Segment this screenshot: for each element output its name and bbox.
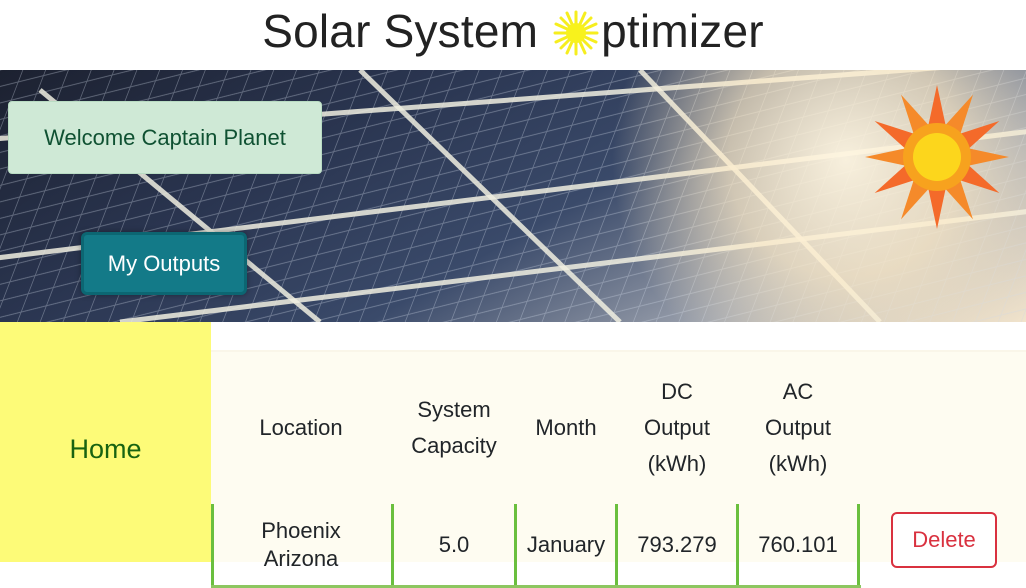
header-label: Output <box>764 415 832 440</box>
table-divider <box>736 504 739 588</box>
cell-ac-output: 760.101 <box>758 532 838 557</box>
header-label: Output <box>643 415 711 440</box>
cell-text: Phoenix <box>261 518 341 543</box>
column-header-location: Location <box>211 352 391 504</box>
cell-system-capacity: 5.0 <box>438 532 470 557</box>
sun-icon <box>553 10 599 56</box>
header-label: Month <box>535 415 597 440</box>
table-divider <box>514 504 517 588</box>
title-text-start: Solar System <box>262 5 552 57</box>
title-bar: Solar System ptimizer <box>0 0 1026 70</box>
column-header-dc-output: DC Output (kWh) <box>618 352 736 504</box>
header-label: Capacity <box>411 433 497 458</box>
main-content: Location System Capacity Month DC Output… <box>211 322 1026 588</box>
column-header-month: Month <box>517 352 615 504</box>
sidebar: Home <box>0 322 211 562</box>
delete-button[interactable]: Delete <box>891 512 997 568</box>
table-divider <box>615 504 618 588</box>
cell-dc-output: 793.279 <box>637 532 717 557</box>
header-label: System <box>417 397 491 422</box>
header-label: DC <box>661 379 693 404</box>
table-divider <box>857 504 860 588</box>
column-header-system-capacity: System Capacity <box>394 352 514 504</box>
header-label: AC <box>782 379 814 404</box>
table-divider <box>391 504 394 588</box>
header-label: (kWh) <box>647 451 707 476</box>
header-label: (kWh) <box>768 451 828 476</box>
outputs-table: Location System Capacity Month DC Output… <box>211 350 1026 588</box>
sidebar-item-home[interactable]: Home <box>69 434 142 464</box>
sun-icon <box>862 82 1012 232</box>
welcome-banner: Welcome Captain Planet <box>8 101 322 174</box>
cell-location: Phoenix Arizona <box>211 504 391 586</box>
column-header-ac-output: AC Output (kWh) <box>739 352 857 504</box>
table-divider <box>211 504 214 588</box>
title-text-end: ptimizer <box>601 5 764 57</box>
cell-text: Arizona <box>263 546 339 571</box>
page-title: Solar System ptimizer <box>0 0 1026 62</box>
header-label: Location <box>259 415 343 440</box>
cell-month: January <box>526 532 606 557</box>
my-outputs-button[interactable]: My Outputs <box>81 232 247 295</box>
